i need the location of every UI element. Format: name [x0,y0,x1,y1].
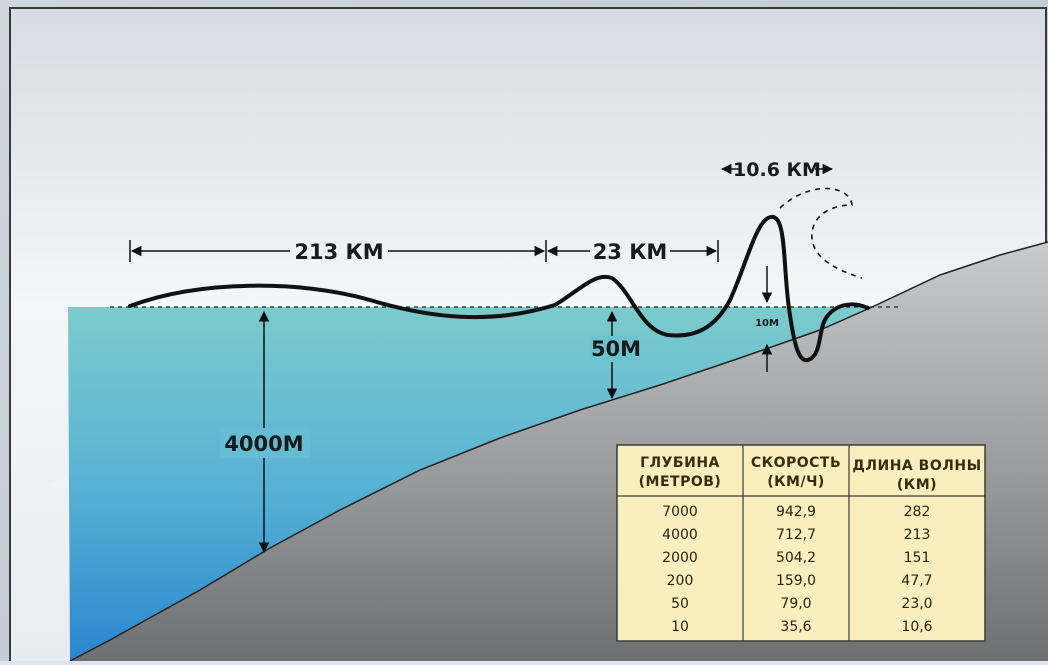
wave-parameters-table: ГЛУБИНА (МЕТРОВ) СКОРОСТЬ (КМ/Ч) ДЛИНА В… [616,444,986,642]
th-speed-1: СКОРОСТЬ [751,455,841,471]
label-213-km: 213 КМ [294,240,383,264]
th-depth-1: ГЛУБИНА [640,455,720,471]
label-4000-bg [220,428,310,458]
cell-speed: 942,9 [776,504,816,520]
ocean-water [68,307,878,661]
table-row: 200 159,0 47,7 [667,573,933,589]
th-speed-2: (КМ/Ч) [767,474,825,490]
cell-wavelength: 23,0 [901,596,932,612]
cell-depth: 7000 [662,504,698,520]
cell-depth: 10 [671,619,689,635]
cell-wavelength: 47,7 [901,573,932,589]
cell-speed: 504,2 [776,550,816,566]
table-row: 2000 504,2 151 [662,550,930,566]
cell-speed: 35,6 [780,619,811,635]
label-50-bg [590,336,638,362]
label-10-6-km: 10.6 КМ [733,159,821,181]
table-row: 4000 712,7 213 [662,527,930,543]
table-row: 50 79,0 23,0 [671,596,933,612]
water-edge-notch [48,475,68,490]
label-23-km: 23 КМ [593,240,668,264]
tsunami-wave [128,214,870,363]
th-wavelength-2: (КМ) [897,477,937,493]
breaking-crest-dashed [779,187,863,279]
cell-depth: 4000 [662,527,698,543]
cell-speed: 712,7 [776,527,816,543]
label-10-m: 10М [755,318,779,329]
cell-speed: 79,0 [780,596,811,612]
cell-wavelength: 151 [904,550,931,566]
cell-depth: 200 [667,573,694,589]
label-4000-m: 4000М [224,432,303,456]
seabed-outline [69,241,1048,662]
table-row: 10 35,6 10,6 [671,619,933,635]
th-depth-2: (МЕТРОВ) [639,474,722,490]
label-50-m: 50М [591,337,641,361]
table-row: 7000 942,9 282 [662,504,930,520]
th-wavelength-1: ДЛИНА ВОЛНЫ [852,458,981,474]
cell-depth: 2000 [662,550,698,566]
cell-wavelength: 213 [904,527,931,543]
cell-wavelength: 10,6 [901,619,932,635]
cell-speed: 159,0 [776,573,816,589]
cell-depth: 50 [671,596,689,612]
table-background [616,444,986,642]
cell-wavelength: 282 [904,504,931,520]
